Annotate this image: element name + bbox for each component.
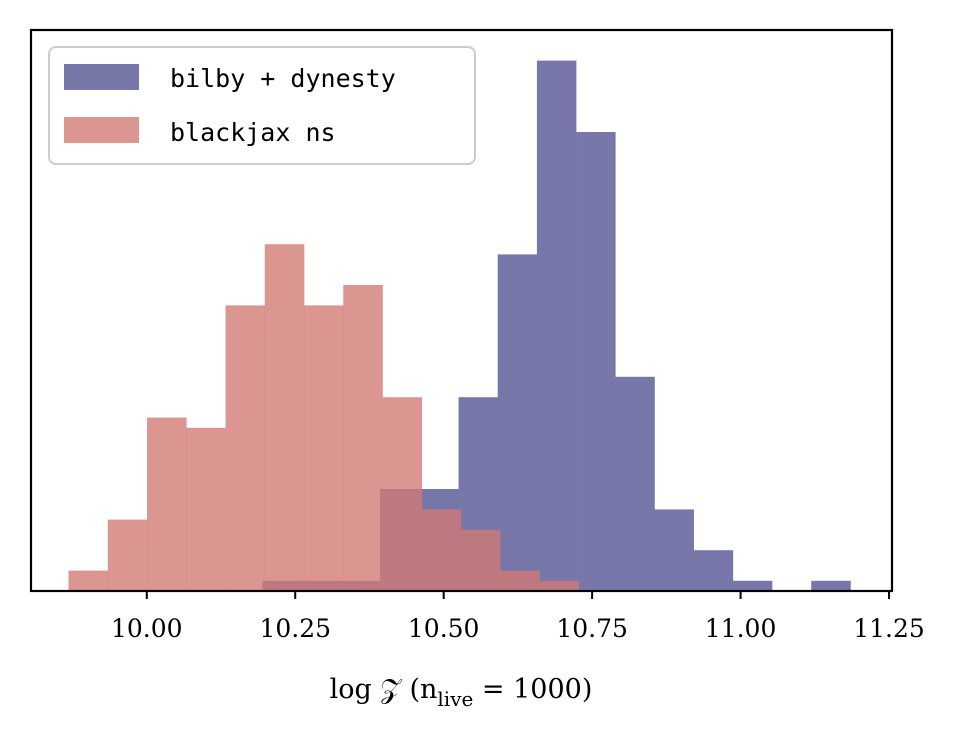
series-bilby-dynesty — [262, 60, 851, 592]
bar-blackjax-ns-4 — [225, 305, 266, 591]
bar-blackjax-ns-12 — [539, 580, 580, 591]
legend-label-blackjax-ns: blackjax ns — [170, 118, 336, 147]
legend-frame — [48, 46, 476, 165]
bar-blackjax-ns-6 — [304, 305, 344, 591]
bar-bilby-dynesty-14 — [811, 580, 851, 591]
bar-bilby-dynesty-6 — [497, 254, 538, 591]
x-axis: 10.00 10.25 10.50 10.75 11.00 11.25 — [111, 591, 925, 643]
bar-blackjax-ns-0 — [68, 570, 109, 591]
x-tick-label: 10.25 — [259, 614, 331, 643]
x-axis-label-tail: = 1000) — [473, 674, 592, 705]
x-axis-label: log 𝒵 (nlive = 1000) — [330, 674, 593, 711]
x-axis-label-main: log 𝒵 (n — [330, 674, 438, 705]
bar-bilby-dynesty-12 — [732, 580, 773, 591]
bar-blackjax-ns-5 — [264, 244, 305, 591]
bar-bilby-dynesty-10 — [654, 509, 694, 591]
x-axis-label-subscript: live — [437, 687, 473, 711]
plot-frame — [29, 28, 894, 593]
series-blackjax-ns — [68, 244, 580, 591]
bar-bilby-dynesty-8 — [576, 132, 616, 591]
bar-blackjax-ns-9 — [421, 509, 462, 591]
x-tick-label: 10.50 — [408, 614, 480, 643]
legend: bilby + dynesty blackjax ns — [48, 46, 476, 165]
bar-blackjax-ns-10 — [461, 529, 501, 591]
legend-swatch-bilby-dynesty — [64, 64, 139, 90]
bar-blackjax-ns-2 — [147, 417, 187, 591]
bar-blackjax-ns-8 — [382, 397, 423, 591]
bar-blackjax-ns-1 — [107, 519, 148, 591]
bar-bilby-dynesty-9 — [615, 376, 655, 591]
bar-blackjax-ns-3 — [186, 427, 226, 591]
x-tick-label: 10.00 — [111, 614, 183, 643]
legend-label-bilby-dynesty: bilby + dynesty — [170, 64, 396, 93]
x-tick-label: 10.75 — [556, 614, 628, 643]
bar-bilby-dynesty-11 — [693, 550, 734, 591]
x-tick-label: 11.25 — [853, 614, 925, 643]
x-tick-label: 11.00 — [705, 614, 777, 643]
bar-bilby-dynesty-7 — [536, 60, 577, 592]
legend-swatch-blackjax-ns — [64, 117, 139, 143]
bars-layer — [68, 60, 851, 592]
bar-blackjax-ns-7 — [343, 285, 383, 591]
bar-blackjax-ns-11 — [500, 570, 540, 591]
